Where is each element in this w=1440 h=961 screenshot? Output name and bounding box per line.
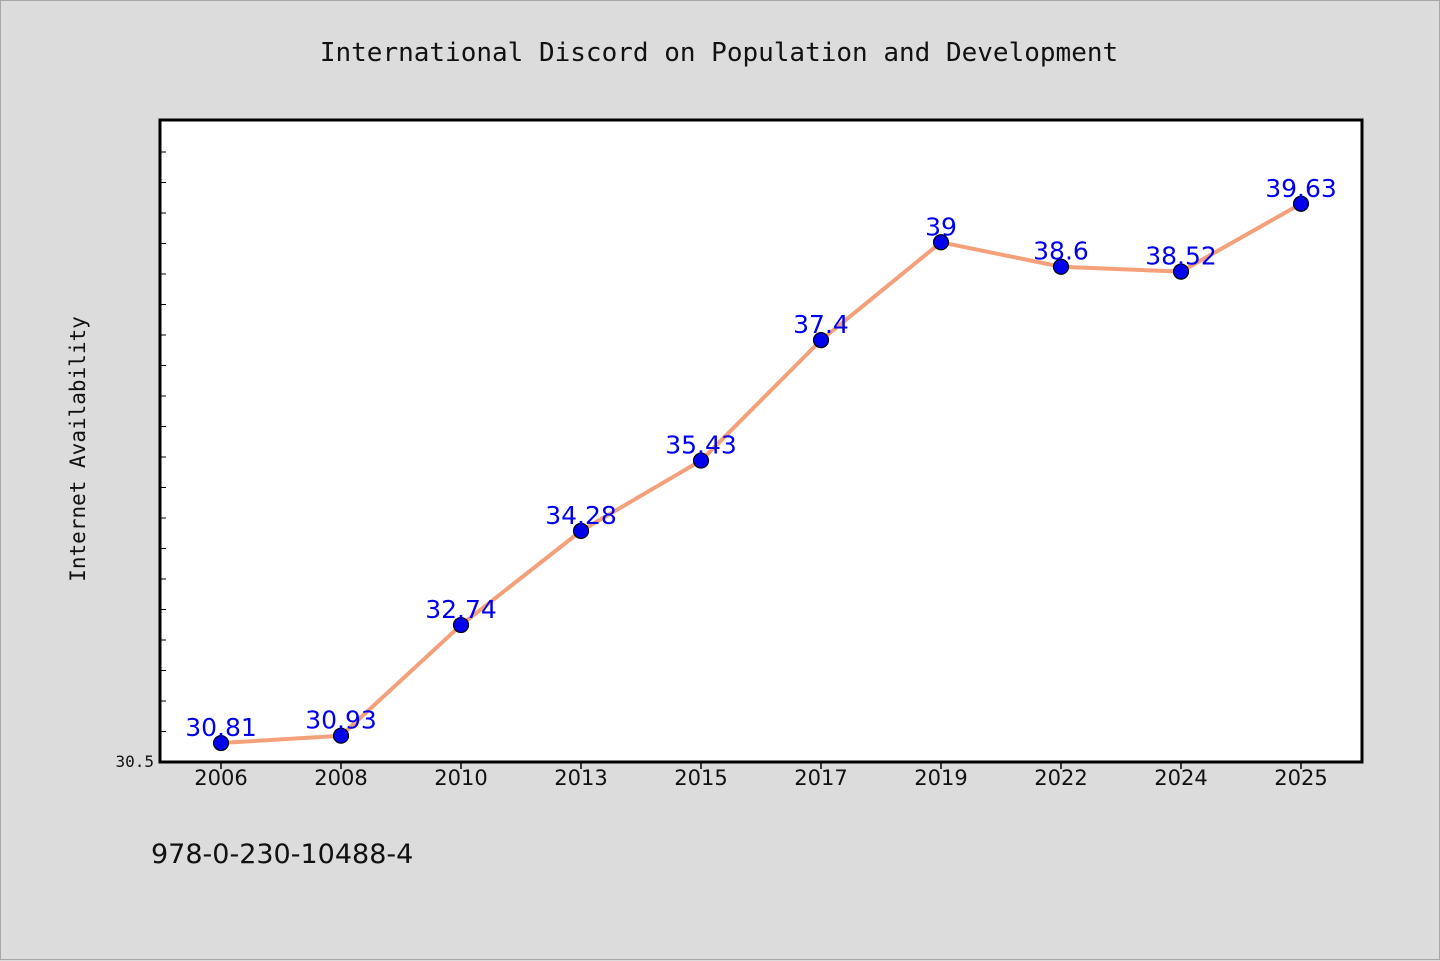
x-tick-label: 2024 bbox=[1154, 766, 1207, 790]
data-point bbox=[1052, 258, 1070, 275]
data-label: 35.43 bbox=[665, 431, 737, 460]
series-line bbox=[220, 202, 1302, 746]
x-axis-ticks: 2006 2008 2010 2013 2015 2017 2019 2022 2024 2025 bbox=[194, 762, 1328, 790]
data-point bbox=[932, 234, 950, 251]
series-markers bbox=[212, 195, 1310, 752]
data-label: 38.6 bbox=[1033, 237, 1089, 266]
chart-title: International Discord on Population and … bbox=[320, 38, 1118, 68]
y-axis-label: Internet Availability bbox=[66, 316, 90, 582]
x-tick-label: 2022 bbox=[1034, 766, 1087, 790]
data-label: 32.74 bbox=[425, 595, 497, 624]
data-point bbox=[212, 734, 230, 752]
x-tick-label: 2008 bbox=[314, 766, 367, 790]
data-label: 30.81 bbox=[185, 713, 257, 742]
x-tick-label: 2006 bbox=[194, 766, 247, 790]
data-point bbox=[812, 332, 830, 349]
data-label: 38.52 bbox=[1145, 242, 1217, 271]
data-label: 39 bbox=[925, 212, 957, 241]
x-tick-label: 2017 bbox=[794, 766, 847, 790]
data-label: 30.93 bbox=[305, 706, 377, 735]
footnote-isbn: 978-0-230-10488-4 bbox=[151, 839, 413, 870]
x-tick-label: 2010 bbox=[434, 766, 487, 790]
data-label: 37.4 bbox=[793, 310, 849, 339]
data-point bbox=[572, 522, 590, 539]
data-point bbox=[1292, 195, 1310, 212]
x-tick-label: 2013 bbox=[554, 766, 607, 790]
x-tick-label: 2019 bbox=[914, 766, 967, 790]
y-axis-ticks bbox=[160, 151, 166, 763]
plot-area bbox=[158, 118, 1364, 764]
x-tick-label: 2025 bbox=[1274, 766, 1327, 790]
data-point bbox=[332, 727, 350, 744]
data-labels: 30.81 30.93 32.74 34.28 35.43 37.4 39 38.6 38.52… bbox=[185, 174, 1337, 742]
y-tick-label: 30.5 bbox=[115, 752, 154, 771]
data-label: 39.63 bbox=[1265, 174, 1337, 203]
data-point bbox=[692, 452, 710, 469]
data-point bbox=[452, 616, 470, 634]
x-tick-label: 2015 bbox=[674, 766, 727, 790]
data-point bbox=[1172, 263, 1190, 280]
data-label: 34.28 bbox=[545, 501, 617, 530]
